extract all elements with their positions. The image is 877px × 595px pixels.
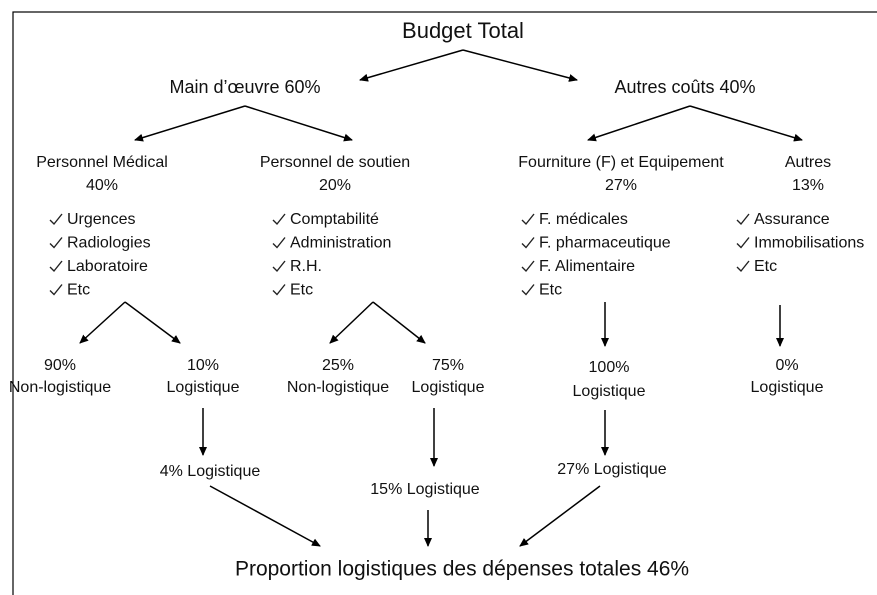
list-item: Etc (539, 282, 562, 299)
split-label: Logistique (573, 383, 646, 400)
list-item: Comptabilité (290, 211, 379, 228)
check-icon (49, 284, 63, 296)
split-label: Non-logistique (9, 379, 111, 396)
list-item: Radiologies (67, 235, 151, 252)
split-label: Logistique (412, 379, 485, 396)
list-item: R.H. (290, 258, 322, 275)
list-item: F. Alimentaire (539, 258, 635, 275)
check-icon (49, 237, 63, 249)
category-share: 40% (86, 177, 118, 194)
category-name: Fourniture (F) et Equipement (518, 154, 724, 171)
list-item: F. pharmaceutique (539, 235, 671, 252)
split-share: 90% (44, 357, 76, 374)
check-icon (49, 260, 63, 273)
result: 27% Logistique (557, 461, 667, 478)
list-item: Assurance (754, 211, 830, 228)
result: 15% Logistique (370, 481, 480, 498)
list-item: F. médicales (539, 211, 628, 228)
split-share: 10% (187, 357, 219, 374)
total: Proportion logistiques des dépenses tota… (235, 558, 689, 581)
check-icon (521, 213, 535, 226)
list-item: Etc (754, 258, 777, 275)
check-icon (272, 237, 286, 249)
category-name: Personnel Médical (36, 154, 168, 171)
check-icon (736, 213, 750, 226)
check-icon (272, 260, 286, 273)
list-item: Urgences (67, 211, 135, 228)
category-share: 27% (605, 177, 637, 194)
group-label: Main d’œuvre 60% (169, 77, 320, 97)
title: Budget Total (402, 18, 524, 43)
check-icon (521, 237, 535, 249)
check-icon (272, 284, 286, 296)
split-share: 25% (322, 357, 354, 374)
frame (12, 11, 877, 595)
list-item: Etc (67, 282, 90, 299)
arrows (79, 49, 803, 547)
list-item: Etc (290, 282, 313, 299)
category-name: Personnel de soutien (260, 154, 410, 171)
split-label: Logistique (167, 379, 240, 396)
split-label: Non-logistique (287, 379, 389, 396)
category-name: Autres (785, 154, 831, 171)
check-icon (521, 284, 535, 296)
group-label: Autres coûts 40% (614, 77, 755, 97)
list-item: Immobilisations (754, 235, 864, 252)
split-label: Logistique (751, 379, 824, 396)
category-share: 20% (319, 177, 351, 194)
check-icon (736, 260, 750, 273)
category-share: 13% (792, 177, 824, 194)
split-share: 100% (589, 359, 630, 376)
split-share: 75% (432, 357, 464, 374)
check-icon (49, 213, 63, 226)
list-item: Laboratoire (67, 258, 148, 275)
check-icon (272, 213, 286, 226)
split-share: 0% (775, 357, 798, 374)
check-icon (736, 237, 750, 249)
result: 4% Logistique (160, 463, 261, 480)
check-icon (521, 260, 535, 273)
list-item: Administration (290, 235, 391, 252)
